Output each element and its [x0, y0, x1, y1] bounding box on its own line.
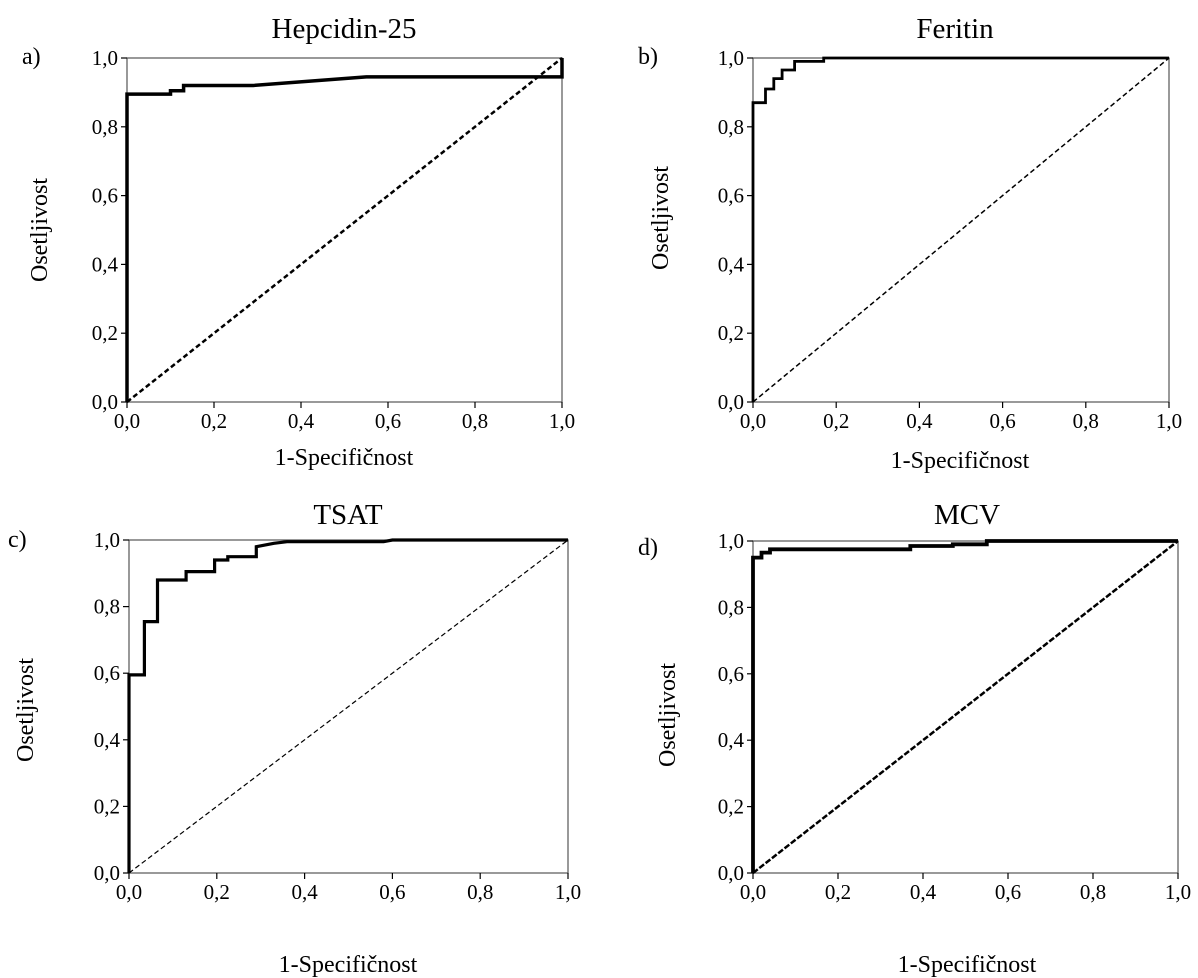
panel-c-reference-diagonal [128, 539, 569, 874]
panel-c-y-tick-label: 0,8 [94, 595, 120, 619]
panel-c: TSAT c) 1-Specifičnost Osetljivost 0,0 0,… [8, 499, 581, 978]
panel-d-x-axis-label: 1-Specifičnost [898, 952, 1037, 978]
panel-b-x-tick-label: 1,0 [1156, 409, 1182, 433]
panel-d-x-tick-label: 0,0 [740, 880, 766, 904]
panel-a-x-tick-label: 0,2 [201, 409, 227, 433]
panel-b-y-tick-label: 0,2 [718, 321, 744, 345]
panel-d-letter: d) [638, 535, 658, 561]
panel-a-y-tick-label: 1,0 [92, 46, 118, 70]
panel-c-x-axis-label: 1-Specifičnost [279, 952, 418, 978]
panel-c-y-tick-label: 0,6 [94, 661, 120, 685]
panel-b: Feritin b) 1-Specifičnost Osetljivost 0,… [638, 13, 1182, 474]
panel-d-x-tick-label: 0,6 [995, 880, 1021, 904]
panel-d-title: MCV [934, 499, 1000, 531]
panel-d: MCV d) 1-Specifičnost Osetljivost 0,0 0,2… [638, 499, 1191, 978]
panel-c-x-tick-label: 0,8 [467, 880, 493, 904]
panel-a-x-tick-label: 0,6 [375, 409, 401, 433]
panel-a-roc-curve [125, 58, 564, 402]
panel-b-y-tick-label: 0,0 [718, 390, 744, 414]
panel-b-y-tick-label: 1,0 [718, 46, 744, 70]
panel-d-y-tick-label: 0,6 [718, 662, 744, 686]
panel-d-x-tick-label: 0,2 [825, 880, 851, 904]
panel-c-y-tick-label: 0,0 [94, 861, 120, 885]
panel-d-y-tick-label: 0,8 [718, 595, 744, 619]
panel-a-y-tick-label: 0,0 [92, 390, 118, 414]
panel-c-y-tick-label: 0,2 [94, 794, 120, 818]
panel-b-x-axis-label: 1-Specifičnost [891, 448, 1030, 474]
panel-b-reference-diagonal [752, 57, 1170, 403]
panel-c-letter: c) [8, 527, 27, 553]
panel-d-y-tick-label: 1,0 [718, 529, 744, 553]
panel-d-y-tick-label: 0,2 [718, 795, 744, 819]
panel-a-y-tick-label: 0,6 [92, 184, 118, 208]
panel-a: Hepcidin-25 a) 1-Specifičnost Osetljivos… [22, 13, 575, 471]
panel-a-reference-diagonal [126, 57, 563, 403]
panel-a-x-tick-label: 0,8 [462, 409, 488, 433]
panel-a-plot: 0,0 0,2 0,4 0,6 0,8 1,0 0,0 0,2 0,4 0,6 0,8 1,0 [92, 46, 575, 433]
panel-d-y-tick-label: 0,0 [718, 861, 744, 885]
panel-a-x-tick-label: 0,0 [114, 409, 140, 433]
panel-c-x-tick-label: 0,2 [204, 880, 230, 904]
panel-b-y-tick-label: 0,6 [718, 184, 744, 208]
panel-b-title: Feritin [916, 13, 994, 45]
panel-c-plot: 0,0 0,2 0,4 0,6 0,8 1,0 0,0 0,2 0,4 0,6 0,8 1,0 [94, 528, 581, 904]
panel-c-x-tick-label: 0,4 [291, 880, 318, 904]
panel-b-plot: 0,0 0,2 0,4 0,6 0,8 1,0 0,0 0,2 0,4 0,6 0,8 1,0 [718, 46, 1182, 433]
panel-b-x-tick-label: 0,2 [823, 409, 849, 433]
panel-c-x-tick-label: 0,6 [379, 880, 405, 904]
panel-d-y-axis-label: Osetljivost [655, 663, 681, 767]
panel-b-x-tick-label: 0,6 [989, 409, 1015, 433]
panel-a-y-axis-label: Osetljivost [27, 178, 53, 282]
panel-d-x-tick-label: 1,0 [1165, 880, 1191, 904]
panel-a-x-axis-label: 1-Specifičnost [275, 445, 414, 471]
panel-c-roc-curve [127, 538, 568, 873]
panel-b-x-tick-label: 0,4 [906, 409, 933, 433]
panel-d-plot: 0,0 0,2 0,4 0,6 0,8 1,0 0,0 0,2 0,4 0,6 0,8 1,0 [718, 529, 1191, 904]
panel-d-roc-curve [751, 539, 1178, 873]
panel-c-y-tick-label: 0,4 [94, 728, 121, 752]
panel-b-roc-curve [751, 56, 1169, 402]
panel-a-y-tick-label: 0,2 [92, 321, 118, 345]
panel-a-x-tick-label: 1,0 [549, 409, 575, 433]
panel-c-title: TSAT [313, 499, 383, 531]
panel-b-x-tick-label: 0,0 [740, 409, 766, 433]
panel-a-y-tick-label: 0,8 [92, 115, 118, 139]
panel-b-y-axis-label: Osetljivost [648, 166, 674, 270]
panel-a-letter: a) [22, 44, 41, 70]
panel-b-y-tick-label: 0,8 [718, 115, 744, 139]
panel-c-x-tick-label: 0,0 [116, 880, 142, 904]
panel-b-letter: b) [638, 44, 658, 70]
panel-c-y-axis-label: Osetljivost [13, 658, 39, 762]
panel-c-y-tick-label: 1,0 [94, 528, 120, 552]
panel-d-reference-diagonal [752, 540, 1179, 874]
panel-c-x-tick-label: 1,0 [555, 880, 581, 904]
panel-d-x-tick-label: 0,8 [1080, 880, 1106, 904]
panel-b-y-tick-label: 0,4 [718, 252, 745, 276]
panel-b-x-tick-label: 0,8 [1073, 409, 1099, 433]
panel-a-x-tick-label: 0,4 [288, 409, 315, 433]
panel-d-x-tick-label: 0,4 [910, 880, 937, 904]
panel-a-y-tick-label: 0,4 [92, 252, 119, 276]
panel-a-title: Hepcidin-25 [272, 13, 417, 45]
panel-d-y-tick-label: 0,4 [718, 728, 745, 752]
